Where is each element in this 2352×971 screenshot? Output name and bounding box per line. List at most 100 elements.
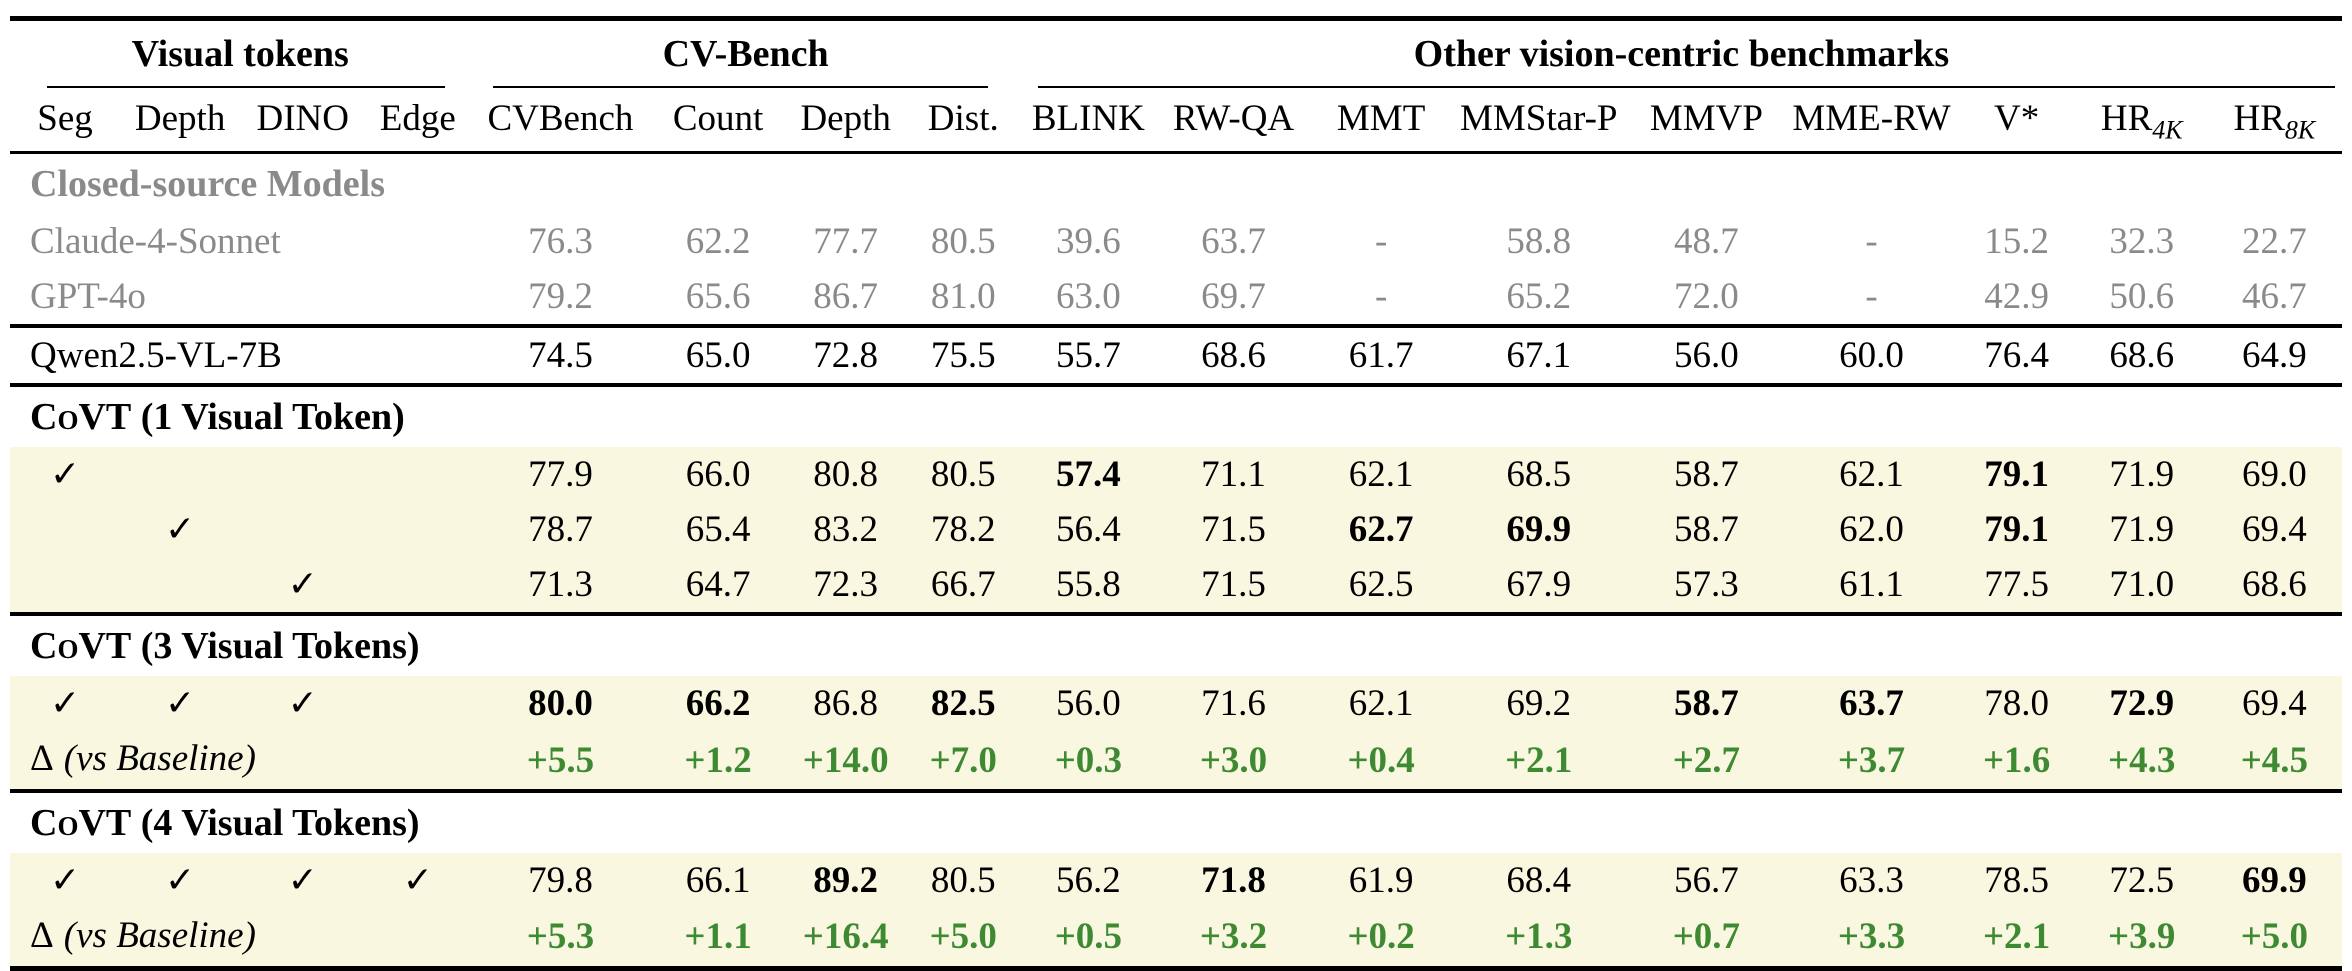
- score-value: 60.0: [1839, 335, 1904, 377]
- score-cell: 76.3: [470, 214, 650, 269]
- score-cell: +0.5: [1020, 907, 1156, 969]
- column-header: Seg: [10, 88, 121, 155]
- check-cell: [365, 446, 471, 503]
- score-value: 56.2: [1056, 859, 1121, 901]
- section-label-text: Closed-source Models: [30, 163, 385, 206]
- delta-label-text: (vs Baseline): [63, 738, 256, 780]
- score-cell: -: [1311, 214, 1451, 269]
- score-value: 89.2: [813, 859, 879, 901]
- delta-symbol: Δ: [30, 914, 54, 956]
- score-cell: 62.1: [1786, 446, 1957, 503]
- score-value: 78.0: [1984, 682, 2049, 724]
- column-header: DINO: [240, 88, 366, 155]
- score-cell: 65.4: [650, 502, 786, 558]
- score-value: 72.3: [813, 564, 879, 606]
- score-cell: 72.8: [785, 324, 906, 386]
- score-cell: 67.9: [1451, 557, 1627, 615]
- score-cell: 56.0: [1020, 675, 1156, 732]
- delta-value: +3.2: [1199, 916, 1268, 958]
- score-cell: 86.7: [786, 269, 906, 326]
- score-value: 64.7: [685, 564, 751, 606]
- score-cell: 56.2: [1020, 852, 1156, 908]
- delta-value: +2.1: [1505, 739, 1573, 781]
- delta-value: +3.7: [1837, 739, 1906, 781]
- check-cell: ✓: [240, 675, 366, 732]
- score-cell: 68.4: [1451, 852, 1627, 908]
- score-value: 63.3: [1839, 859, 1904, 901]
- delta-value: +1.3: [1505, 916, 1573, 958]
- delta-value: +16.4: [802, 916, 889, 958]
- score-value: 48.7: [1674, 220, 1739, 262]
- column-header-subscript: 4K: [2152, 115, 2182, 144]
- score-value: 78.2: [930, 509, 996, 551]
- score-value: 69.4: [2242, 682, 2307, 724]
- score-cell: 71.5: [1155, 557, 1312, 615]
- score-value: 80.5: [930, 859, 996, 901]
- delta-value: +3.0: [1199, 739, 1268, 781]
- score-cell: 15.2: [1957, 214, 2077, 269]
- check-cell: [240, 446, 366, 503]
- score-cell: +2.7: [1626, 731, 1787, 792]
- results-table: Visual tokens CV-Bench Other vision-centri…: [10, 16, 2342, 971]
- score-value: 82.5: [930, 682, 996, 724]
- delta-symbol: Δ: [30, 738, 54, 780]
- score-value: 55.8: [1056, 564, 1121, 606]
- table-row: ✓ 77.9 66.0 80.8 80.5 57.4 71.1 62.1 68.5 58.7 62.…: [10, 446, 2342, 503]
- check-cell: [10, 502, 121, 558]
- score-cell: 71.8: [1155, 852, 1312, 908]
- score-cell: 65.6: [651, 269, 786, 326]
- delta-value: +2.7: [1672, 739, 1741, 781]
- score-cell: 71.5: [1155, 502, 1312, 558]
- score-value: 68.6: [1201, 335, 1266, 377]
- column-header: HR4K: [2076, 88, 2207, 155]
- score-cell: 66.0: [650, 446, 786, 503]
- score-value: 78.5: [1984, 859, 2049, 901]
- score-value: 66.1: [685, 859, 751, 901]
- delta-value: +4.5: [2240, 739, 2309, 781]
- score-cell: 77.7: [786, 214, 906, 269]
- score-value: 50.6: [2109, 276, 2175, 318]
- score-value: 42.9: [1984, 276, 2049, 318]
- score-cell: 77.9: [470, 446, 651, 503]
- delta-value: +0.3: [1054, 739, 1123, 781]
- score-value: 79.8: [528, 859, 593, 901]
- score-cell: 81.0: [906, 269, 1021, 326]
- covt-name: CoVT: [30, 625, 132, 668]
- score-value: 80.5: [930, 220, 996, 262]
- check-cell: ✓: [120, 675, 241, 732]
- score-cell: 63.3: [1786, 852, 1957, 908]
- score-cell: 62.1: [1311, 675, 1452, 732]
- column-header-label: MMVP: [1649, 97, 1763, 139]
- column-header-label: HR: [2100, 97, 2153, 139]
- score-cell: 77.5: [1956, 557, 2077, 615]
- check-cell: ✓: [240, 557, 366, 615]
- score-cell: 67.1: [1451, 324, 1627, 386]
- group-underline: [1037, 85, 2335, 88]
- check-icon: ✓: [49, 453, 81, 494]
- delta-value: +0.4: [1347, 739, 1415, 781]
- score-cell: 83.2: [785, 502, 906, 558]
- score-cell: 82.5: [905, 675, 1021, 732]
- score-cell: +0.4: [1311, 731, 1452, 792]
- score-cell: 58.7: [1626, 502, 1787, 558]
- delta-value: +0.5: [1054, 916, 1123, 958]
- check-cell: ✓: [365, 852, 471, 908]
- score-cell: 79.8: [470, 852, 651, 908]
- column-header-label: Edge: [379, 97, 456, 139]
- score-value: 83.2: [813, 509, 879, 551]
- table-row: Closed-source Models: [10, 153, 2342, 214]
- score-value: 69.2: [1506, 682, 1572, 724]
- score-value: 71.5: [1201, 509, 1266, 551]
- score-cell: 69.0: [2206, 446, 2342, 503]
- score-cell: 63.7: [1786, 675, 1957, 732]
- column-header: Depth: [785, 88, 906, 155]
- delta-label-cell: Δ (vs Baseline): [10, 907, 471, 969]
- score-cell: 74.5: [470, 324, 651, 386]
- score-cell: 66.2: [650, 675, 786, 732]
- table-row: CoVT (1 Visual Token): [10, 383, 2342, 447]
- check-cell: ✓: [120, 852, 241, 908]
- score-value: 71.6: [1201, 682, 1266, 724]
- score-value: 57.3: [1674, 564, 1739, 606]
- score-value: 62.1: [1839, 453, 1904, 495]
- score-value: 74.5: [528, 335, 593, 377]
